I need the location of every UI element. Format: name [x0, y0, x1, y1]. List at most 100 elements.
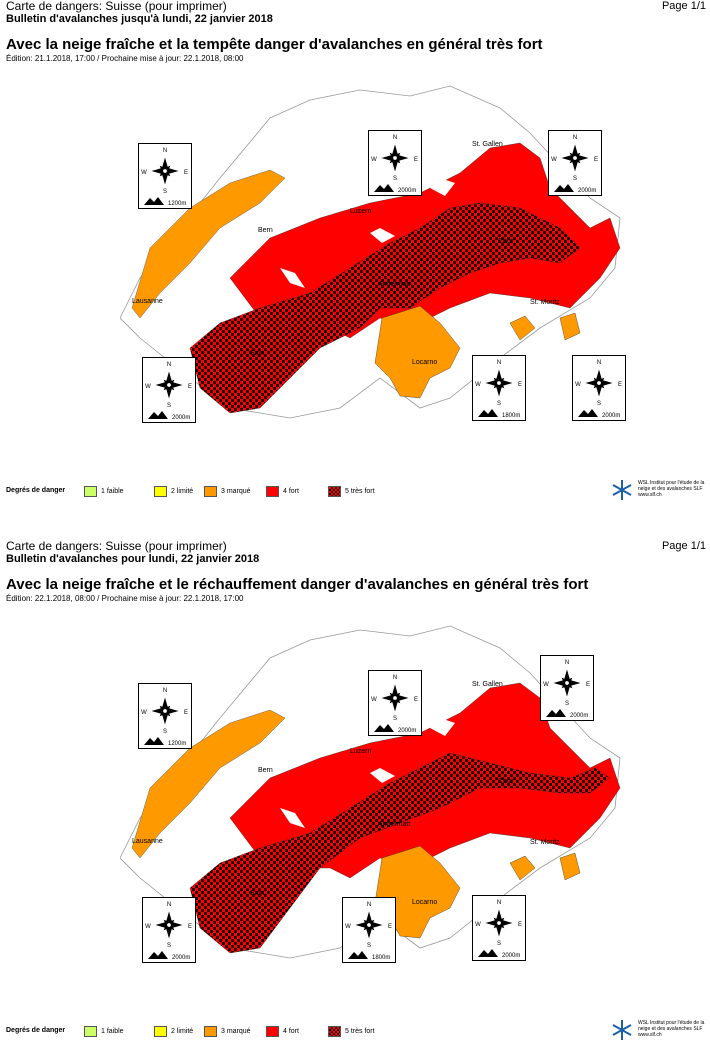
compass-s: S — [573, 176, 577, 182]
compass-s: S — [163, 729, 167, 735]
compass-w: W — [345, 924, 351, 930]
bulletin-title: Avec la neige fraîche et le réchauffemen… — [6, 576, 589, 593]
legend-swatch — [328, 1026, 341, 1037]
page-number: Page 1/1 — [661, 540, 706, 552]
elevation-label: 2000m — [602, 413, 620, 419]
legend-item: 3 marqué — [204, 486, 251, 497]
legend-swatch — [204, 1026, 217, 1037]
legend-item: 3 marqué — [204, 1026, 251, 1037]
aspect-rose: N S W E 2000m — [142, 897, 196, 963]
slf-text-1: WSL Institut pour l'étude de la — [638, 1020, 705, 1026]
city-label: Chur — [498, 778, 514, 785]
compass-n: N — [497, 360, 501, 366]
lake — [370, 228, 395, 243]
slf-logo: WSL Institut pour l'étude de la neige et… — [610, 1018, 710, 1042]
region-level3-small — [509, 315, 536, 341]
compass-e: E — [184, 170, 188, 176]
city-label: Sion — [250, 890, 264, 897]
bulletin-2: Carte de dangers: Suisse (pour imprimer)… — [0, 540, 710, 1063]
compass-e: E — [618, 382, 622, 388]
legend-swatch — [328, 486, 341, 497]
region-level5 — [189, 752, 611, 954]
compass-e: E — [518, 382, 522, 388]
edition-info: Édition: 21.1.2018, 17:00 / Prochaine mi… — [6, 54, 244, 63]
compass-s: S — [393, 716, 397, 722]
compass-s: S — [497, 401, 501, 407]
compass-e: E — [594, 157, 598, 163]
compass-s: S — [167, 403, 171, 409]
legend-swatch — [84, 486, 97, 497]
bulletin-header: Carte de dangers: Suisse (pour imprimer) — [6, 539, 227, 553]
legend-title: Degrés de danger — [6, 487, 66, 494]
compass-n: N — [393, 135, 397, 141]
bulletin-subheader: Bulletin d'avalanches jusqu'à lundi, 22 … — [6, 13, 273, 25]
edition-info: Édition: 22.1.2018, 08:00 / Prochaine mi… — [6, 594, 244, 603]
aspect-rose: N S W E 2000m — [142, 357, 196, 423]
legend-swatch — [154, 486, 167, 497]
aspect-rose: N S W E 1800m — [472, 355, 526, 421]
legend-label: 3 marqué — [221, 488, 251, 495]
slf-link[interactable]: www.slf.ch — [638, 1032, 662, 1038]
city-label: St. Moritz — [530, 299, 560, 306]
legend-label: 1 faible — [101, 488, 124, 495]
city-label: Luzern — [350, 208, 372, 215]
compass-s: S — [367, 943, 371, 949]
legend-item: 5 très fort — [328, 486, 375, 497]
compass-w: W — [475, 382, 481, 388]
elevation-label: 2000m — [172, 415, 190, 421]
legend-label: 4 fort — [283, 488, 299, 495]
compass-w: W — [543, 682, 549, 688]
compass-w: W — [141, 170, 147, 176]
city-label: Locarno — [412, 359, 437, 366]
compass-n: N — [597, 360, 601, 366]
mountain-icon — [144, 197, 164, 205]
slf-text-2: neige et des avalanches SLF — [638, 486, 703, 492]
compass-n: N — [163, 688, 167, 694]
legend-label: 1 faible — [101, 1028, 124, 1035]
mountain-icon — [374, 184, 394, 192]
compass-w: W — [575, 382, 581, 388]
city-label: Andermatt — [378, 281, 410, 288]
aspect-rose: N S W E 1800m — [342, 897, 396, 963]
aspect-rose: N S W E 1200m — [138, 143, 192, 209]
legend-item: 1 faible — [84, 1026, 124, 1037]
slf-text-1: WSL Institut pour l'étude de la — [638, 480, 705, 486]
city-label: Lausanne — [132, 838, 163, 845]
legend-item: 5 très fort — [328, 1026, 375, 1037]
legend-title: Degrés de danger — [6, 1027, 66, 1034]
lake — [280, 268, 305, 288]
compass-s: S — [497, 941, 501, 947]
mountain-icon — [144, 737, 164, 745]
aspect-rose: N S W E 2000m — [548, 130, 602, 196]
lake — [280, 808, 305, 828]
city-label: Bern — [258, 227, 273, 234]
bulletin-title: Avec la neige fraîche et la tempête dang… — [6, 36, 543, 53]
city-label: St. Gallen — [472, 141, 503, 148]
compass-s: S — [565, 701, 569, 707]
slf-link[interactable]: www.slf.ch — [638, 492, 662, 498]
compass-n: N — [167, 902, 171, 908]
city-label: Sion — [250, 350, 264, 357]
compass-s: S — [163, 189, 167, 195]
legend-label: 5 très fort — [345, 488, 375, 495]
compass-s: S — [393, 176, 397, 182]
mountain-icon — [478, 409, 498, 417]
compass-n: N — [565, 660, 569, 666]
bulletin-header: Carte de dangers: Suisse (pour imprimer) — [6, 0, 227, 13]
region-level3-east — [559, 852, 581, 881]
elevation-label: 2000m — [398, 728, 416, 734]
aspect-rose: N S W E 2000m — [472, 895, 526, 961]
lake — [370, 768, 395, 783]
city-label: Andermatt — [378, 821, 410, 828]
page-number: Page 1/1 — [661, 0, 706, 12]
mountain-icon — [578, 409, 598, 417]
compass-n: N — [393, 675, 397, 681]
elevation-label: 1800m — [502, 413, 520, 419]
legend-item: 4 fort — [266, 1026, 299, 1037]
city-label: Luzern — [350, 748, 372, 755]
city-label: St. Gallen — [472, 681, 503, 688]
legend-label: 2 limité — [171, 488, 194, 495]
compass-e: E — [414, 157, 418, 163]
compass-e: E — [188, 384, 192, 390]
legend-label: 5 très fort — [345, 1028, 375, 1035]
